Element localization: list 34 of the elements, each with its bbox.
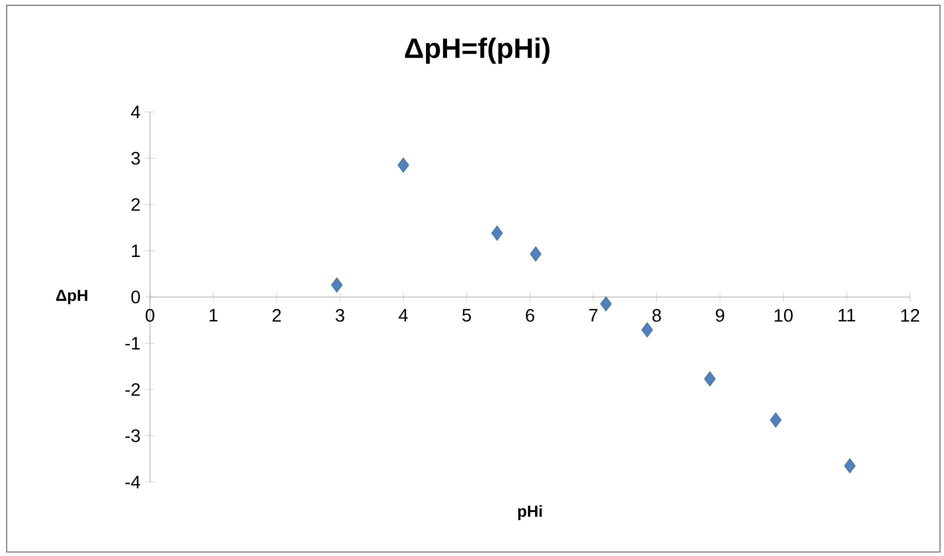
- x-axis-title: pHi: [518, 505, 542, 520]
- x-tick-label: 12: [901, 309, 920, 322]
- point: [600, 296, 612, 312]
- point: [704, 371, 716, 386]
- x-tick-label: 5: [462, 309, 471, 322]
- x-tick-label: 6: [526, 309, 534, 322]
- y-tick-label: -1: [125, 337, 140, 350]
- point: [770, 412, 782, 428]
- x-tick-label: 2: [272, 309, 281, 322]
- x-tick-label: 8: [652, 309, 661, 322]
- y-tick-label: -3: [125, 429, 140, 442]
- point: [844, 458, 856, 474]
- chart-title: ΔpH=f(pHi): [405, 38, 550, 64]
- x-tick-label: 10: [774, 309, 793, 322]
- y-tick-label: 3: [131, 152, 140, 165]
- y-axis-title: ΔpH: [56, 290, 88, 304]
- point: [331, 277, 343, 293]
- y-tick-label: 0: [131, 290, 140, 304]
- x-tick-label: 1: [210, 309, 218, 322]
- x-tick-label: 4: [398, 309, 408, 322]
- x-tick-label: 9: [716, 309, 724, 322]
- y-tick-label: 4: [131, 106, 140, 118]
- x-tick-label: 3: [336, 309, 344, 322]
- point: [641, 322, 653, 338]
- y-tick-label: -2: [125, 383, 140, 396]
- point: [398, 158, 410, 173]
- x-tick-label: 11: [838, 309, 856, 322]
- y-tick-label: -4: [125, 476, 140, 488]
- y-tick-label: 1: [132, 244, 140, 257]
- x-tick-label: 7: [589, 309, 598, 322]
- point: [530, 246, 542, 262]
- y-tick-label: 2: [132, 198, 140, 211]
- x-tick-label: 0: [146, 309, 154, 322]
- point: [491, 226, 503, 241]
